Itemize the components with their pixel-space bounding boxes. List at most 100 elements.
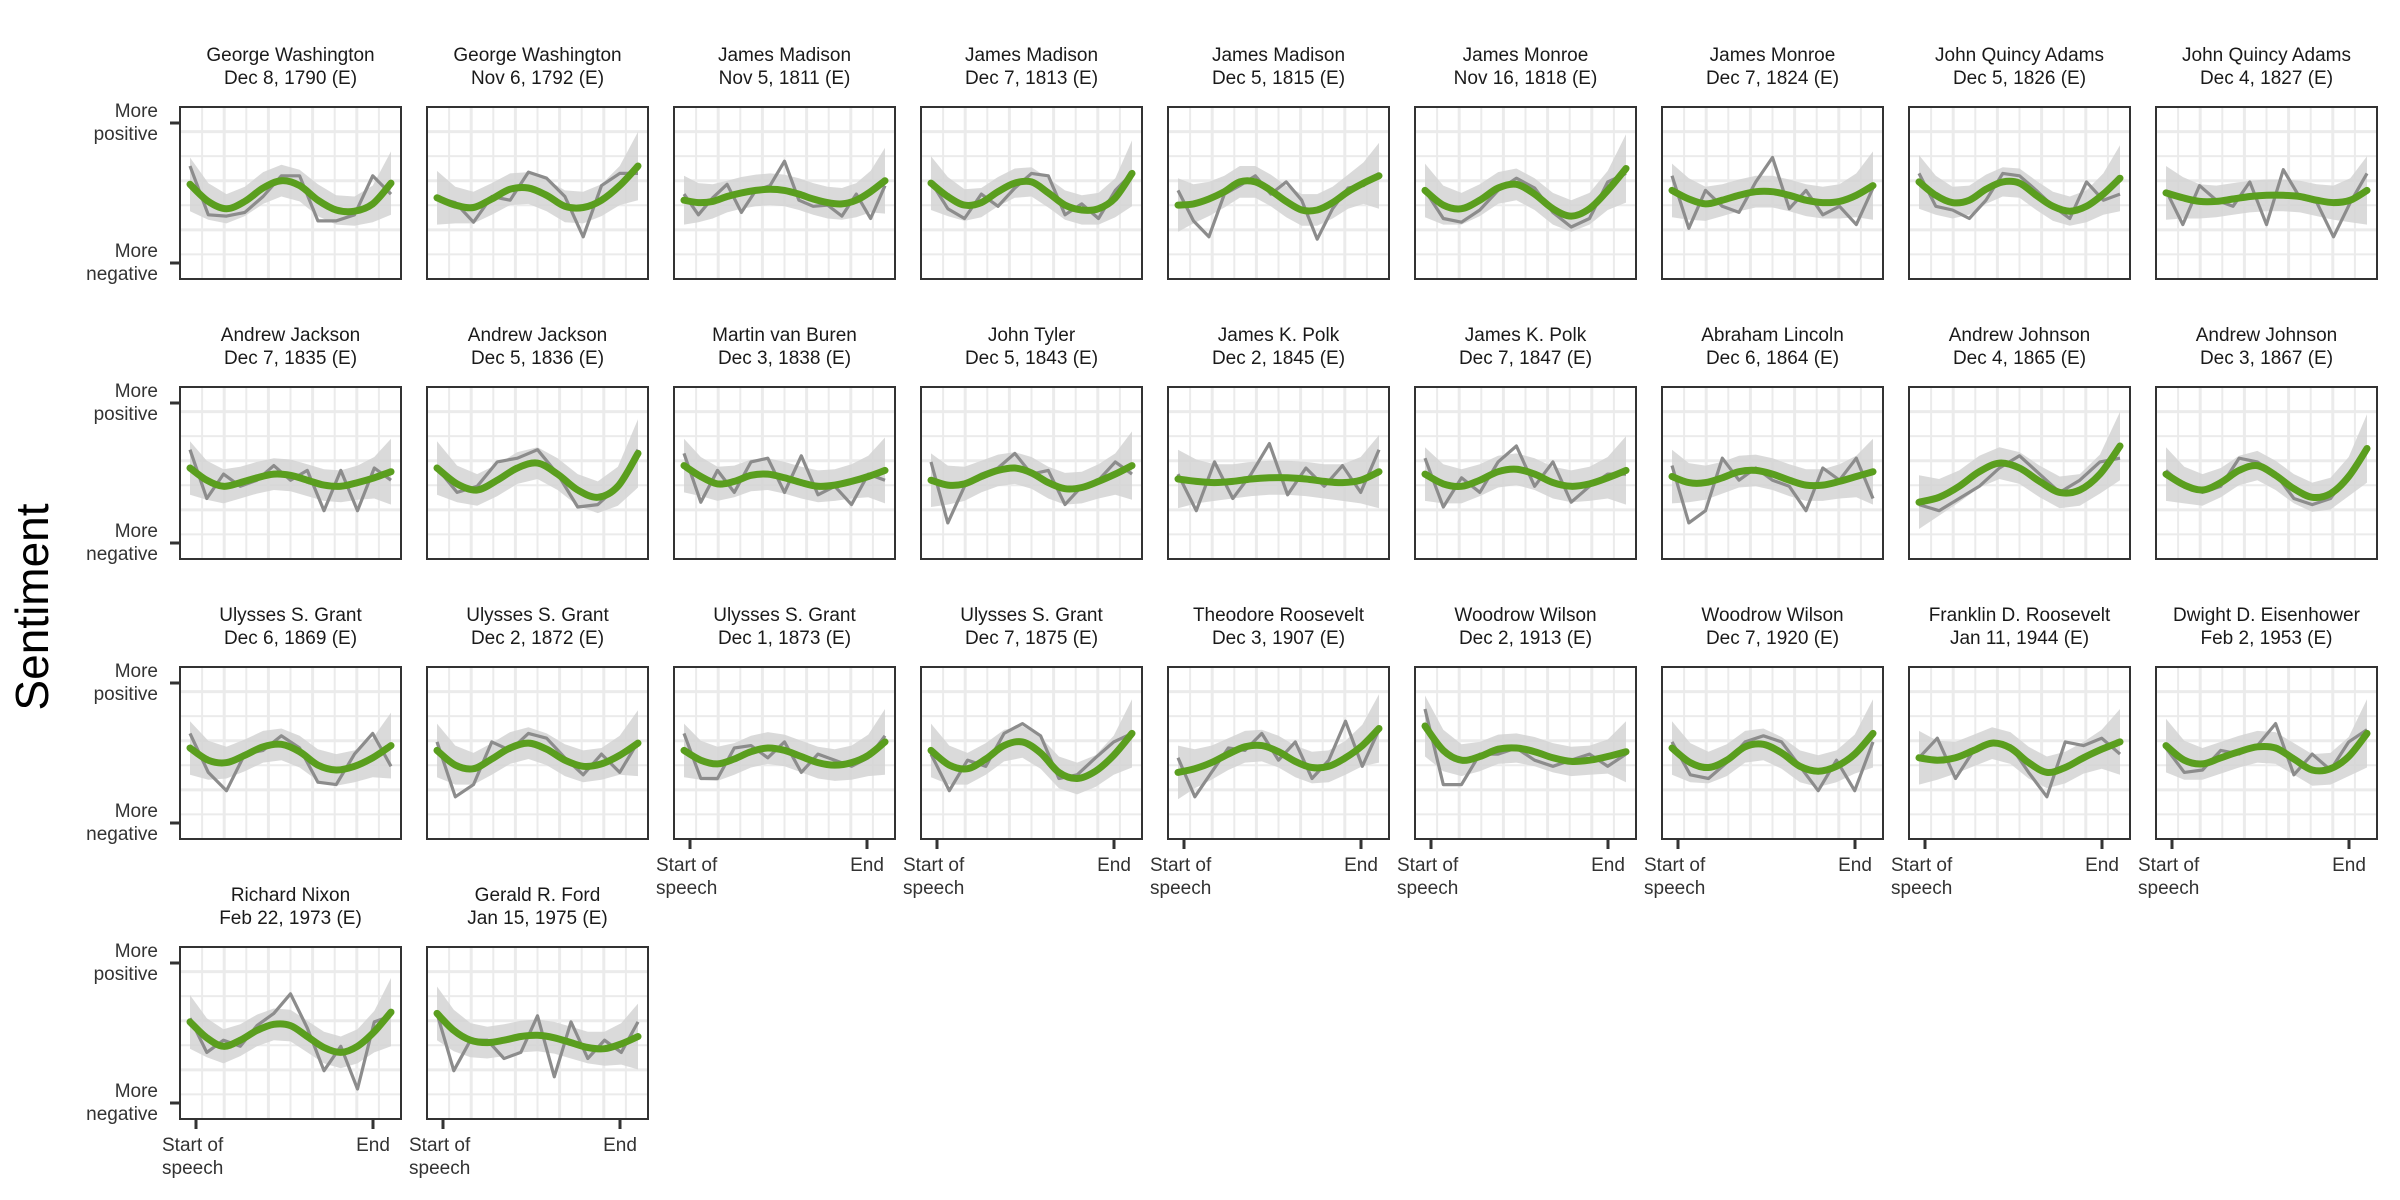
panel-border [1167, 666, 1390, 840]
smoothed-sentiment-curve [680, 462, 889, 490]
facet-title-date: Dec 7, 1824 (E) [1706, 68, 1839, 89]
smoothed-sentiment-curve [680, 738, 889, 769]
smoothed-sentiment-curve [186, 464, 395, 490]
smoothed-sentiment-curve [433, 162, 642, 212]
facet-title-date: Dec 3, 1867 (E) [2200, 348, 2333, 369]
x-tick-label-end: End [850, 855, 884, 876]
facet-title-name: James K. Polk [1218, 325, 1340, 346]
facet-title-name: Andrew Johnson [1949, 325, 2091, 346]
panel-border [1414, 666, 1637, 840]
facet-title-date: Dec 7, 1847 (E) [1459, 348, 1592, 369]
x-tick-label-start: Start of [409, 1135, 471, 1156]
x-tick-label-start: Start of [1150, 855, 1212, 876]
x-tick-label-end: End [356, 1135, 390, 1156]
facet-title-name: George Washington [453, 45, 621, 66]
x-tick-label-start: Start of [1644, 855, 1706, 876]
x-tick-label-end: End [2332, 855, 2366, 876]
raw-sentiment-line [1670, 155, 1875, 230]
raw-sentiment-line [682, 732, 887, 781]
y-tick-label-top: More [115, 661, 158, 682]
raw-sentiment-line [188, 731, 393, 793]
facet-title-date: Dec 3, 1838 (E) [718, 348, 851, 369]
x-tick-label-start: Start of [2138, 855, 2200, 876]
facet-title-name: Andrew Jackson [221, 325, 360, 346]
x-tick-label-start: Start of [1397, 855, 1459, 876]
y-tick-label-top: More [115, 101, 158, 122]
y-tick-label-top: positive [94, 684, 158, 705]
smoothed-sentiment-curve [1174, 172, 1383, 215]
x-tick-label-start: speech [1644, 878, 1705, 899]
panel-border [426, 386, 649, 560]
raw-sentiment-line [1917, 171, 2121, 221]
smoothed-sentiment-curve [927, 462, 1136, 493]
raw-sentiment-line [1176, 719, 1381, 799]
y-tick-label-bottom: negative [86, 264, 158, 285]
x-tick-label-start: speech [2138, 878, 2199, 899]
y-tick-label-top: positive [94, 124, 158, 145]
y-tick-label-bottom: negative [86, 824, 158, 845]
facet-title-name: Ulysses S. Grant [713, 605, 856, 626]
y-tick-label-bottom: More [115, 241, 158, 262]
y-tick-label-top: More [115, 941, 158, 962]
facet-title-name: James Madison [965, 45, 1098, 66]
x-tick-label-start: Start of [1891, 855, 1953, 876]
x-tick-label-start: speech [409, 1158, 470, 1179]
facet-title-name: Woodrow Wilson [1701, 605, 1843, 626]
x-tick-label-start: speech [162, 1158, 223, 1179]
facet-title-date: Nov 16, 1818 (E) [1454, 68, 1598, 89]
x-tick-label-end: End [603, 1135, 637, 1156]
raw-sentiment-line [1918, 454, 2121, 513]
facet-title-date: Dec 5, 1815 (E) [1212, 68, 1345, 89]
raw-sentiment-line [435, 731, 640, 799]
facet-title-name: John Quincy Adams [1935, 45, 2104, 66]
panel-border [920, 106, 1143, 280]
panel-border [1908, 386, 2131, 560]
panel-border [179, 946, 402, 1120]
facet-title-name: Ulysses S. Grant [466, 605, 609, 626]
y-axis-label: Sentiment [6, 503, 58, 710]
facet-title-date: Dec 6, 1869 (E) [224, 628, 357, 649]
facet-title-name: James Madison [1212, 45, 1345, 66]
smoothed-sentiment-curve [433, 449, 642, 501]
panel-border [426, 946, 649, 1120]
smoothed-sentiment-curve [1421, 465, 1630, 490]
facet-title-name: James K. Polk [1465, 325, 1587, 346]
panel-border [1414, 106, 1637, 280]
panel-border [1661, 106, 1884, 280]
smoothed-sentiment-curve [2162, 445, 2371, 502]
facet-title-name: Franklin D. Roosevelt [1929, 605, 2111, 626]
x-tick-label-start: speech [1397, 878, 1458, 899]
x-tick-label-start: Start of [656, 855, 718, 876]
facet-title-name: Theodore Roosevelt [1193, 605, 1365, 626]
smoothed-sentiment-curve [2162, 186, 2371, 207]
raw-sentiment-line [436, 170, 638, 239]
smoothed-sentiment-curve [1174, 725, 1383, 776]
raw-sentiment-line [1423, 171, 1627, 229]
facet-title-date: Dec 7, 1835 (E) [224, 348, 357, 369]
smoothed-sentiment-curve [2162, 729, 2371, 775]
facet-title-date: Nov 6, 1792 (E) [471, 68, 604, 89]
y-tick-label-bottom: More [115, 521, 158, 542]
facet-title-name: George Washington [206, 45, 374, 66]
y-tick-label-bottom: More [115, 801, 158, 822]
panel-border [426, 666, 649, 840]
panel-border [179, 666, 402, 840]
raw-sentiment-line [188, 992, 392, 1091]
panel-border [1167, 386, 1390, 560]
